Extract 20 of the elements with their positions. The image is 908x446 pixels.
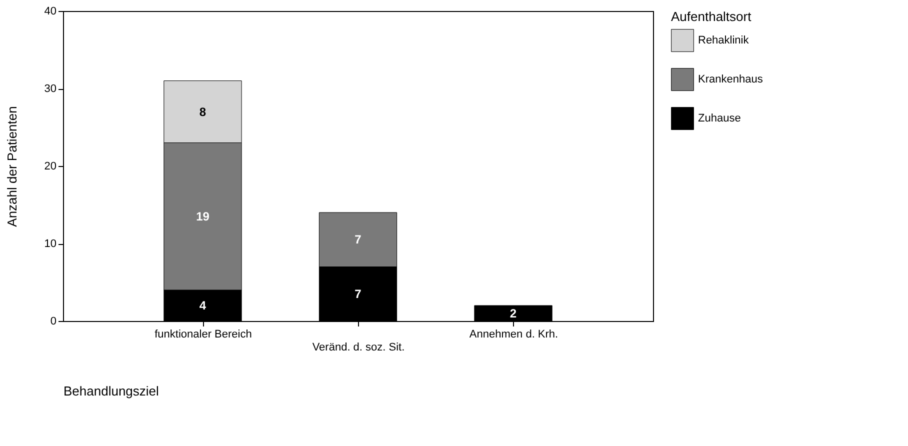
- data-label: 4: [199, 298, 206, 312]
- legend-label: Zuhause: [698, 112, 741, 124]
- y-tick-label: 0: [50, 316, 56, 328]
- y-tick-label: 30: [44, 83, 56, 95]
- data-label: 2: [510, 306, 517, 320]
- data-label: 7: [354, 232, 362, 247]
- y-tick-label: 40: [44, 6, 56, 18]
- legend-title: Aufenthaltsort: [671, 9, 752, 24]
- legend-label: Krankenhaus: [698, 74, 764, 86]
- data-label: 19: [196, 209, 210, 224]
- data-label: 7: [354, 286, 362, 301]
- x-tick-label: funktionaler Bereich: [154, 328, 252, 340]
- x-tick-label: Annehmen d. Krh.: [469, 328, 558, 340]
- y-axis-title: Anzahl der Patienten: [4, 106, 20, 227]
- data-label: 8: [199, 104, 206, 119]
- x-axis-title: Behandlungsziel: [64, 384, 160, 398]
- x-tick-label: Veränd. d. soz. Sit.: [312, 342, 405, 354]
- y-tick-label: 20: [44, 160, 56, 172]
- legend-label: Rehaklinik: [698, 34, 750, 46]
- y-tick-label: 10: [44, 238, 56, 250]
